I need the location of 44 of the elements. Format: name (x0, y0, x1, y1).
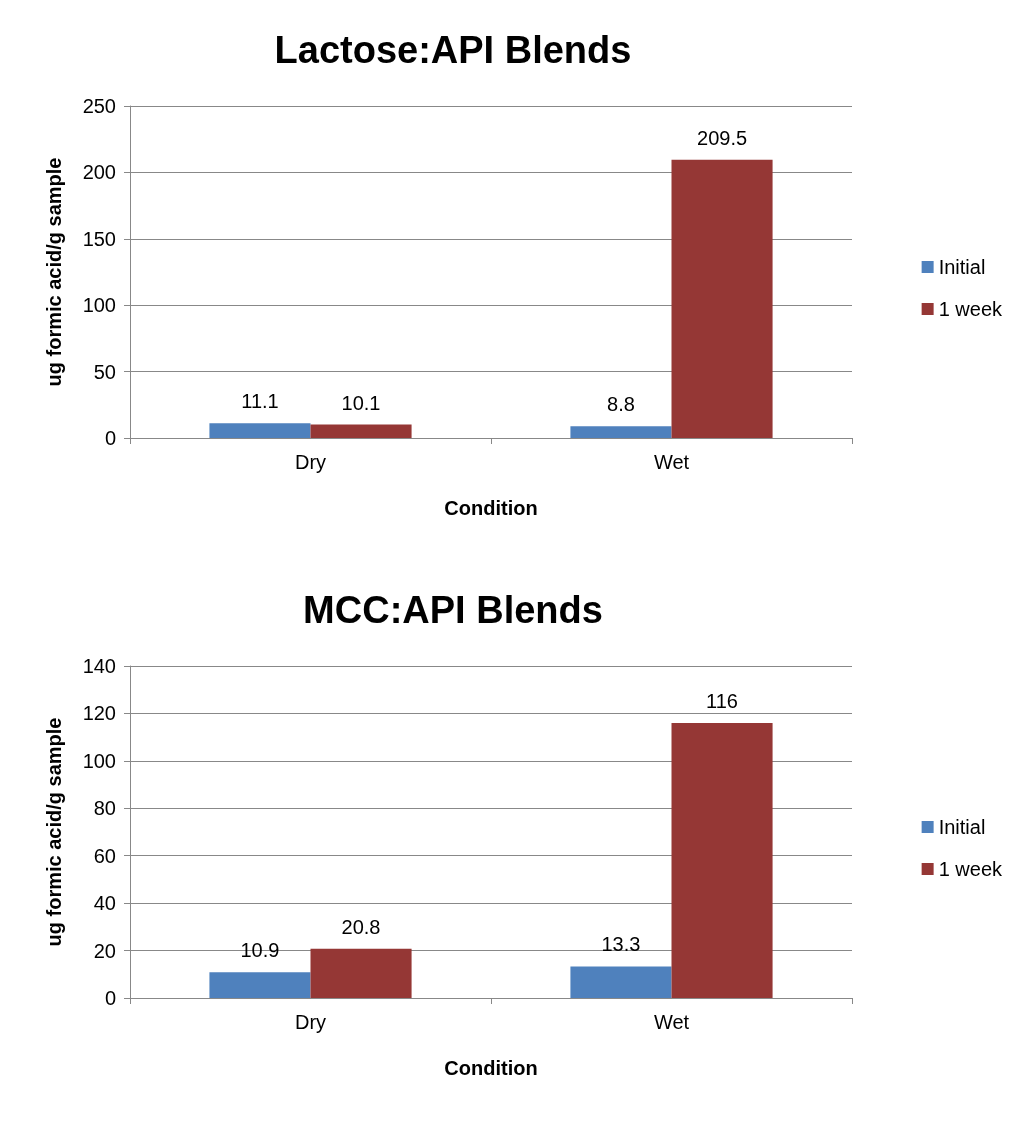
bar (570, 426, 672, 438)
y-tick-label: 50 (93, 360, 116, 383)
data-label: 116 (706, 689, 738, 712)
x-tick-label: Dry (294, 1011, 327, 1033)
y-tick-label: 120 (82, 702, 116, 725)
x-axis-title: Condition (444, 1057, 538, 1079)
data-label: 10.9 (240, 939, 280, 962)
legend-label: Initial (938, 256, 986, 278)
bar (310, 948, 412, 998)
bar (209, 423, 311, 438)
data-label: 8.8 (607, 393, 635, 416)
chart-title: MCC:API Blends (303, 589, 603, 631)
y-tick-label: 100 (82, 749, 116, 772)
legend-label: 1 week (938, 298, 1003, 320)
x-tick-label: Wet (653, 1011, 690, 1033)
x-tick-label: Dry (294, 451, 327, 473)
data-label: 11.1 (241, 390, 279, 413)
y-tick-label: 200 (82, 161, 116, 184)
y-tick-label: 20 (93, 939, 116, 962)
bar (310, 424, 412, 438)
data-label: 10.1 (341, 391, 381, 414)
y-tick-label: 0 (104, 987, 116, 1009)
data-label: 209.5 (697, 126, 748, 149)
y-tick-label: 0 (104, 427, 116, 449)
y-tick-label: 250 (82, 95, 116, 117)
bar (570, 966, 672, 998)
bar (671, 159, 773, 438)
y-axis-title: ug formic acid/g sample (43, 717, 65, 947)
y-tick-label: 140 (82, 655, 116, 677)
legend-label: Initial (938, 816, 986, 838)
y-tick-label: 60 (93, 844, 116, 867)
chart-title: Lactose:API Blends (274, 29, 632, 71)
y-tick-label: 40 (93, 892, 116, 915)
y-tick-label: 80 (93, 797, 116, 820)
legend-label: 1 week (938, 858, 1003, 880)
y-axis-title: ug formic acid/g sample (43, 157, 65, 387)
x-tick-label: Wet (653, 451, 690, 473)
bar (671, 722, 773, 998)
data-label: 20.8 (341, 915, 381, 938)
y-tick-label: 100 (82, 294, 116, 317)
x-axis-title: Condition (444, 497, 538, 519)
y-tick-label: 150 (82, 227, 116, 250)
data-label: 13.3 (601, 933, 641, 956)
bar (209, 972, 311, 998)
